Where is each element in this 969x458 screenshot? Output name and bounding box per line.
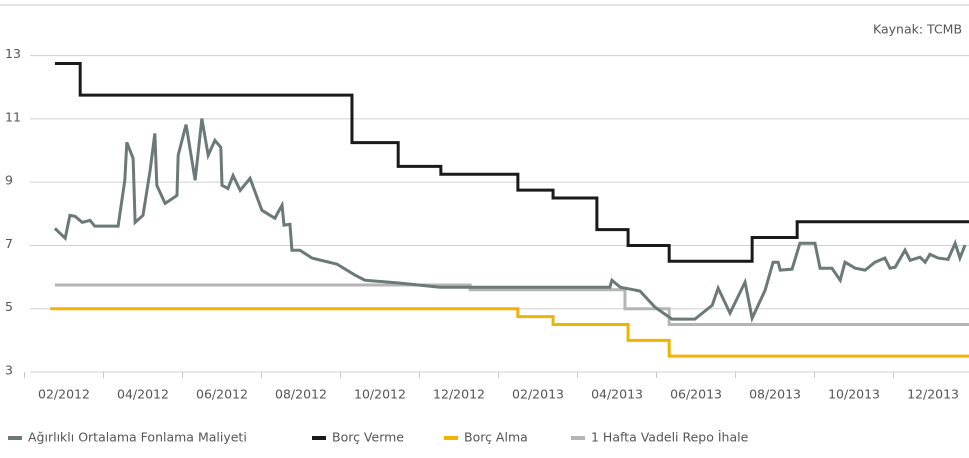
x-tick-label: 10/2012: [354, 387, 406, 402]
x-tick-label: 02/2013: [512, 387, 564, 402]
legend-label: Ağırlıklı Ortalama Fonlama Maliyeti: [28, 430, 247, 445]
series-line: [54, 283, 969, 327]
legend-label: Borç Alma: [464, 430, 528, 445]
y-tick-label: 9: [5, 173, 13, 188]
source-note: Kaynak: TCMB: [873, 22, 962, 37]
x-tick-label: 06/2012: [196, 387, 248, 402]
y-tick-label: 7: [5, 236, 13, 251]
series-line: [50, 307, 969, 358]
x-tick-label: 08/2012: [275, 387, 327, 402]
legend-swatch: [312, 436, 326, 440]
legend-swatch: [444, 436, 458, 440]
x-tick-label: 08/2013: [749, 387, 801, 402]
x-tick-label: 10/2013: [828, 387, 880, 402]
legend-swatch: [8, 436, 22, 440]
x-tick-label: 04/2012: [117, 387, 169, 402]
legend-label: 1 Hafta Vadeli Repo İhale: [591, 430, 749, 445]
x-tick-label: 02/2012: [38, 387, 90, 402]
y-tick-label: 5: [5, 299, 13, 314]
x-tick-label: 06/2013: [670, 387, 722, 402]
y-tick-label: 13: [5, 46, 21, 61]
legend-label: Borç Verme: [332, 430, 404, 445]
series-line: [54, 62, 969, 263]
x-tick-label: 12/2013: [907, 387, 959, 402]
y-tick-label: 11: [5, 109, 21, 124]
legend-swatch: [571, 436, 585, 440]
y-tick-label: 3: [5, 363, 13, 378]
series-line: [53, 118, 967, 324]
x-tick-label: 04/2013: [591, 387, 643, 402]
x-tick-label: 12/2012: [433, 387, 485, 402]
